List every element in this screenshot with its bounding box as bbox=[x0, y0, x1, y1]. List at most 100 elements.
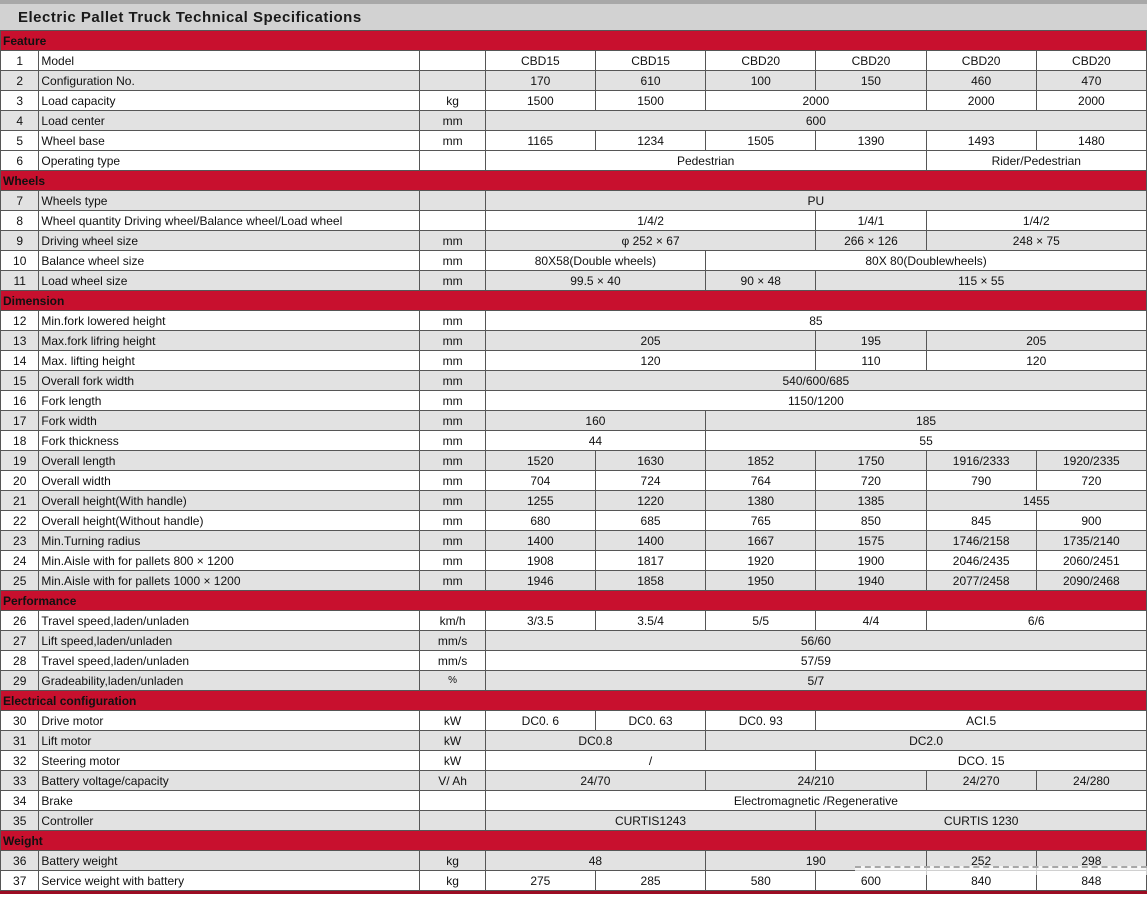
unit-cell: kW bbox=[419, 710, 486, 731]
row-number-cell: 33 bbox=[0, 770, 40, 791]
row-number-cell: 36 bbox=[0, 850, 40, 871]
spec-row: 4 Load center mm 600 bbox=[0, 110, 1147, 131]
row-number-cell: 17 bbox=[0, 410, 40, 431]
spec-row: 5 Wheel base mm 1165 1234 1505 1390 1493 1480 bbox=[0, 130, 1147, 151]
spec-row: 31 Lift motor kW DC0.8 DC2.0 bbox=[0, 730, 1147, 751]
feature-label-cell: Overall height(Without handle) bbox=[38, 510, 421, 531]
value-cell: 1950 bbox=[705, 570, 817, 591]
unit-cell: kg bbox=[419, 850, 486, 871]
value-cell: 44 bbox=[484, 430, 707, 451]
unit-cell: mm bbox=[419, 250, 486, 271]
unit-cell: kg bbox=[419, 870, 486, 891]
value-cell: 24/70 bbox=[484, 770, 707, 791]
value-cell: 120 bbox=[484, 350, 817, 371]
value-cell: 115 × 55 bbox=[815, 270, 1147, 291]
unit-cell: mm bbox=[419, 410, 486, 431]
value-cell: 840 bbox=[925, 870, 1037, 891]
unit-cell bbox=[419, 210, 486, 231]
spec-row: 23 Min.Turning radius mm 1400 1400 1667 1575 17… bbox=[0, 530, 1147, 551]
spec-row: 29 Gradeability,laden/unladen% 5/7 bbox=[0, 670, 1147, 691]
row-number-cell: 10 bbox=[0, 250, 40, 271]
feature-label-cell: Drive motor bbox=[38, 710, 421, 731]
value-cell: 285 bbox=[594, 870, 707, 891]
spec-row: 21 Overall height(With handle) mm 1255 1220 1… bbox=[0, 490, 1147, 511]
spec-row: 34 Brake Electromagnetic /Regenerative bbox=[0, 790, 1147, 811]
spec-row: 13 Max.fork lifring height mm 205 195 205 bbox=[0, 330, 1147, 351]
unit-cell: mm bbox=[419, 430, 486, 451]
unit-cell: mm bbox=[419, 570, 486, 591]
row-number-cell: 27 bbox=[0, 630, 40, 651]
value-cell: CBD20 bbox=[815, 50, 927, 71]
value-cell: 266 × 126 bbox=[815, 230, 927, 251]
value-cell: CBD15 bbox=[594, 50, 707, 71]
unit-cell: mm bbox=[419, 470, 486, 491]
feature-label-cell: Model bbox=[38, 50, 421, 71]
spec-table: Feature 1 Model CBD15 CBD15 CBD20 CBD20 CBD20 CB… bbox=[0, 30, 1147, 891]
row-number-cell: 26 bbox=[0, 610, 40, 631]
value-cell: 850 bbox=[815, 510, 927, 531]
feature-label-cell: Fork width bbox=[38, 410, 421, 431]
feature-label-cell: Driving wheel size bbox=[38, 230, 421, 251]
value-cell: φ 252 × 67 bbox=[484, 230, 817, 251]
value-cell: 1480 bbox=[1035, 130, 1147, 151]
value-cell: 195 bbox=[815, 330, 927, 351]
unit-cell: mm bbox=[419, 490, 486, 511]
value-cell: 1900 bbox=[815, 550, 927, 571]
section-header-row: Wheels bbox=[0, 170, 1147, 191]
value-cell: 460 bbox=[925, 70, 1037, 91]
unit-cell: mm bbox=[419, 350, 486, 371]
row-number-cell: 5 bbox=[0, 130, 40, 151]
unit-cell: mm/s bbox=[419, 650, 486, 671]
spec-row: 10 Balance wheel size mm 80X58(Double wheel… bbox=[0, 250, 1147, 271]
value-cell: 1940 bbox=[815, 570, 927, 591]
page-title: Electric Pallet Truck Technical Specific… bbox=[0, 0, 1147, 30]
value-cell: 1746/2158 bbox=[925, 530, 1037, 551]
value-cell: Rider/Pedestrian bbox=[925, 150, 1147, 171]
row-number-cell: 16 bbox=[0, 390, 40, 411]
feature-label-cell: Balance wheel size bbox=[38, 250, 421, 271]
value-cell: DC0. 63 bbox=[594, 710, 707, 731]
value-cell: 1/4/2 bbox=[484, 210, 817, 231]
value-cell: 1493 bbox=[925, 130, 1037, 151]
feature-label-cell: Brake bbox=[38, 790, 421, 811]
value-cell: 252 bbox=[925, 850, 1037, 871]
value-cell: / bbox=[484, 750, 817, 771]
spec-row: 17 Fork width mm 160 185 bbox=[0, 410, 1147, 431]
row-number-cell: 21 bbox=[0, 490, 40, 511]
row-number-cell: 4 bbox=[0, 110, 40, 131]
unit-cell: mm bbox=[419, 270, 486, 291]
section-header-row: Electrical configuration bbox=[0, 690, 1147, 711]
value-cell: 1380 bbox=[705, 490, 817, 511]
unit-cell: mm bbox=[419, 310, 486, 331]
spec-row: 16 Fork length mm 1150/1200 bbox=[0, 390, 1147, 411]
row-number-cell: 22 bbox=[0, 510, 40, 531]
spec-row: 22 Overall height(Without handle) mm 680 685… bbox=[0, 510, 1147, 531]
unit-cell bbox=[419, 190, 486, 211]
value-cell: 185 bbox=[705, 410, 1147, 431]
value-cell: 24/210 bbox=[705, 770, 927, 791]
value-cell: DC0. 93 bbox=[705, 710, 817, 731]
spec-row: 18 Fork thickness mm 44 55 bbox=[0, 430, 1147, 451]
unit-cell: mm bbox=[419, 110, 486, 131]
value-cell: 1500 bbox=[594, 90, 707, 111]
unit-cell: mm bbox=[419, 330, 486, 351]
spec-row: 14 Max. lifting height mm 120 110 120 bbox=[0, 350, 1147, 371]
spec-row: 15 Overall fork width mm 540/600/685 bbox=[0, 370, 1147, 391]
value-cell: 205 bbox=[925, 330, 1147, 351]
unit-cell bbox=[419, 50, 486, 71]
value-cell: ACI.5 bbox=[815, 710, 1147, 731]
value-cell: 2077/2458 bbox=[925, 570, 1037, 591]
spec-row: 12 Min.fork lowered height mm 85 bbox=[0, 310, 1147, 331]
value-cell: Electromagnetic /Regenerative bbox=[484, 790, 1147, 811]
spec-row: 37 Service weight with battery kg 275 285 580… bbox=[0, 870, 1147, 891]
row-number-cell: 12 bbox=[0, 310, 40, 331]
row-number-cell: 37 bbox=[0, 870, 40, 891]
value-cell: 2000 bbox=[1035, 90, 1147, 111]
value-cell: 5/7 bbox=[484, 670, 1147, 691]
row-number-cell: 8 bbox=[0, 210, 40, 231]
feature-label-cell: Lift speed,laden/unladen bbox=[38, 630, 421, 651]
row-number-cell: 20 bbox=[0, 470, 40, 491]
table-bottom-border bbox=[0, 891, 1147, 894]
unit-cell: mm bbox=[419, 230, 486, 251]
value-cell: 580 bbox=[705, 870, 817, 891]
